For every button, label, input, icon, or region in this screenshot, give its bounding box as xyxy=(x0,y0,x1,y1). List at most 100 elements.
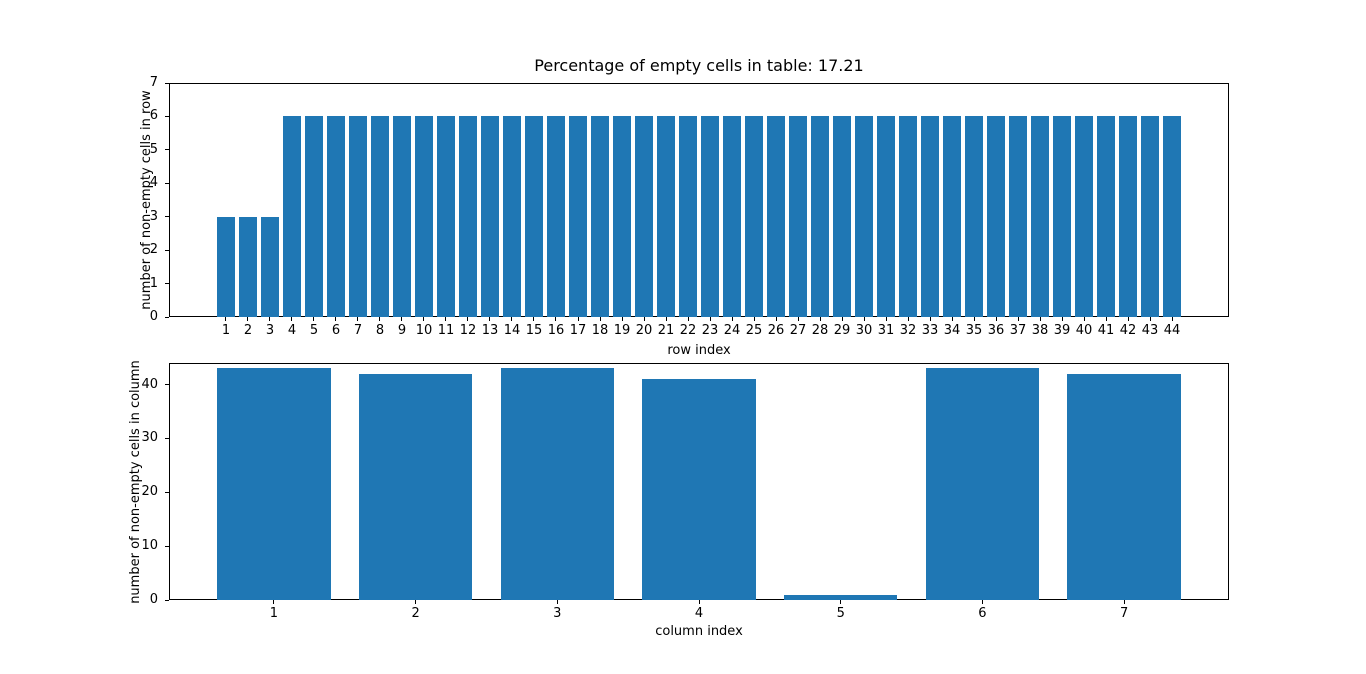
row-chart-x-tick xyxy=(269,317,271,321)
row-chart-bar xyxy=(657,116,675,317)
row-chart-x-tick-label: 26 xyxy=(767,323,785,338)
row-chart-bar xyxy=(899,116,917,317)
row-chart-x-tick-label: 7 xyxy=(353,323,363,338)
row-chart-x-tick xyxy=(709,317,711,321)
column-chart-x-tick xyxy=(556,600,558,604)
row-chart-x-tick-label: 27 xyxy=(789,323,807,338)
row-chart-x-tick xyxy=(995,317,997,321)
row-chart-x-tick xyxy=(335,317,337,321)
column-chart-y-tick xyxy=(165,599,169,601)
row-chart-bar xyxy=(217,216,235,317)
row-chart-bar xyxy=(921,116,939,317)
row-chart-bar xyxy=(987,116,1005,317)
row-chart-y-tick xyxy=(165,249,169,251)
row-chart-bar xyxy=(459,116,477,317)
row-chart-bar xyxy=(1141,116,1159,317)
column-chart-bar xyxy=(500,368,614,600)
row-chart-x-tick-label: 15 xyxy=(525,323,543,338)
chart-title: Percentage of empty cells in table: 17.2… xyxy=(534,56,864,75)
row-chart-bar xyxy=(1031,116,1049,317)
row-chart-bar xyxy=(547,116,565,317)
row-chart-y-tick-label: 1 xyxy=(149,275,158,291)
row-chart-x-tick-label: 8 xyxy=(375,323,385,338)
row-chart-x-tick xyxy=(819,317,821,321)
row-chart-x-tick-label: 17 xyxy=(569,323,587,338)
row-chart-bar xyxy=(305,116,323,317)
row-chart-x-tick-label: 31 xyxy=(877,323,895,338)
row-chart-x-tick-label: 40 xyxy=(1075,323,1093,338)
row-chart-x-tick-label: 21 xyxy=(657,323,675,338)
row-chart-y-tick xyxy=(165,316,169,318)
row-chart-x-tick xyxy=(973,317,975,321)
row-chart-x-tick xyxy=(291,317,293,321)
row-chart-x-tick xyxy=(1105,317,1107,321)
row-chart-x-tick xyxy=(467,317,469,321)
column-chart-x-tick-label: 2 xyxy=(411,606,420,621)
row-chart-x-tick-label: 42 xyxy=(1119,323,1137,338)
column-chart-y-tick-label: 40 xyxy=(141,376,158,392)
row-chart-x-tick xyxy=(1171,317,1173,321)
row-chart-x-tick xyxy=(489,317,491,321)
row-chart-bar xyxy=(855,116,873,317)
row-chart-x-tick-label: 4 xyxy=(287,323,297,338)
row-chart-x-tick-label: 32 xyxy=(899,323,917,338)
row-chart-x-tick xyxy=(533,317,535,321)
row-chart-bar xyxy=(613,116,631,317)
row-chart-x-tick xyxy=(401,317,403,321)
row-chart-bar xyxy=(635,116,653,317)
row-chart-x-tick-label: 6 xyxy=(331,323,341,338)
row-chart-bar xyxy=(591,116,609,317)
row-chart-bar xyxy=(371,116,389,317)
row-chart-x-tick-label: 12 xyxy=(459,323,477,338)
row-chart-x-tick-label: 38 xyxy=(1031,323,1049,338)
row-chart-x-tick xyxy=(775,317,777,321)
row-chart-y-tick-label: 3 xyxy=(149,208,158,224)
row-chart-x-tick-label: 34 xyxy=(943,323,961,338)
row-chart-x-tick-label: 24 xyxy=(723,323,741,338)
row-chart-x-tick xyxy=(929,317,931,321)
row-chart-bar xyxy=(1119,116,1137,317)
row-chart-y-tick-label: 5 xyxy=(149,141,158,157)
row-chart-bar xyxy=(1053,116,1071,317)
row-chart-bar xyxy=(877,116,895,317)
row-chart-x-tick xyxy=(555,317,557,321)
row-chart-y-tick-label: 6 xyxy=(149,108,158,124)
row-chart-x-axis-label: row index xyxy=(667,343,731,358)
row-chart-bar xyxy=(415,116,433,317)
row-chart-bar xyxy=(1075,116,1093,317)
row-chart-x-tick xyxy=(753,317,755,321)
column-chart-x-tick xyxy=(698,600,700,604)
row-chart-x-tick-label: 9 xyxy=(397,323,407,338)
row-chart-x-tick-label: 10 xyxy=(415,323,433,338)
row-chart-x-tick xyxy=(1017,317,1019,321)
column-chart-x-tick-label: 7 xyxy=(1119,606,1129,621)
row-chart-bar xyxy=(525,116,543,317)
column-chart-y-tick-label: 0 xyxy=(149,592,158,607)
column-chart-x-axis-label: column index xyxy=(655,624,743,639)
row-chart-bar xyxy=(965,116,983,317)
row-chart-x-tick-label: 37 xyxy=(1009,323,1027,338)
row-chart-x-tick-label: 14 xyxy=(503,323,521,338)
row-chart-x-tick xyxy=(379,317,381,321)
row-chart-bar xyxy=(1009,116,1027,317)
row-chart-x-tick xyxy=(313,317,315,321)
row-chart-x-tick-label: 23 xyxy=(701,323,719,338)
row-chart-x-tick xyxy=(951,317,953,321)
row-chart-bar xyxy=(261,216,279,317)
row-chart-x-tick xyxy=(797,317,799,321)
row-chart-bar xyxy=(745,116,763,317)
column-chart-bar xyxy=(925,368,1040,600)
row-chart-y-tick xyxy=(165,182,169,184)
row-chart-x-tick-label: 3 xyxy=(265,323,275,338)
row-chart-x-tick xyxy=(643,317,645,321)
row-chart-x-tick xyxy=(885,317,887,321)
column-chart-bar xyxy=(784,594,898,600)
row-chart-bar xyxy=(789,116,807,317)
row-chart-x-tick-label: 13 xyxy=(481,323,499,338)
row-chart-x-tick xyxy=(1127,317,1129,321)
row-chart-x-tick xyxy=(1083,317,1085,321)
column-chart-bar xyxy=(642,379,756,600)
column-chart-x-tick-label: 4 xyxy=(694,606,704,621)
row-chart-bar xyxy=(943,116,961,317)
row-chart-x-tick-label: 36 xyxy=(987,323,1005,338)
